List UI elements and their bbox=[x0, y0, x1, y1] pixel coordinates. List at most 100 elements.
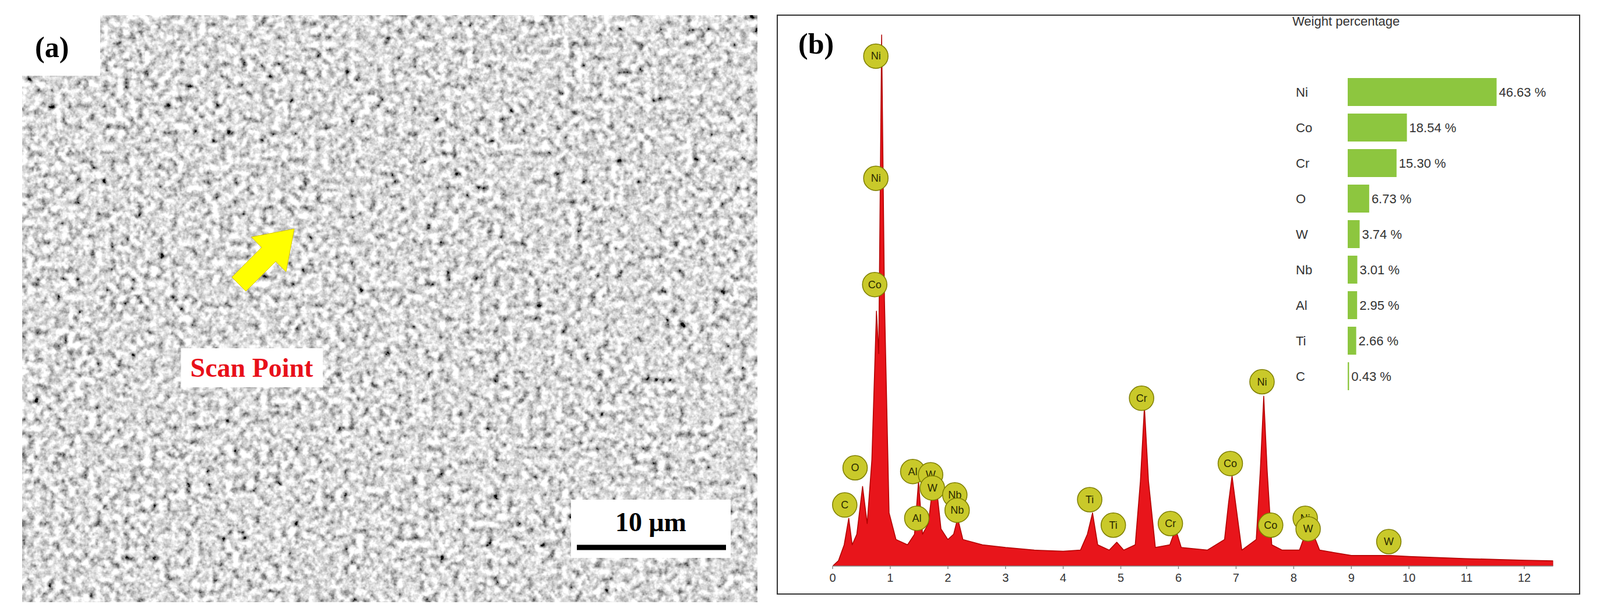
peak-marker bbox=[1295, 516, 1321, 542]
peak-label: Cr bbox=[1164, 517, 1176, 530]
category-label: Ni bbox=[1295, 85, 1309, 100]
panel-frame bbox=[777, 15, 1580, 595]
panel-label: (b) bbox=[798, 27, 834, 61]
peak-label: Nb bbox=[950, 504, 964, 517]
category-label: O bbox=[1295, 191, 1306, 207]
x-axis bbox=[832, 565, 1553, 567]
x-tick-label: 5 bbox=[1117, 571, 1124, 585]
scale-bar-label: 10 μm bbox=[615, 507, 687, 538]
panel-label-box bbox=[22, 15, 101, 76]
data-label: 2.95 % bbox=[1359, 298, 1400, 313]
category-label: Ti bbox=[1295, 333, 1307, 349]
bar bbox=[1347, 326, 1357, 355]
data-label: 15.30 % bbox=[1398, 156, 1447, 171]
bars bbox=[1347, 78, 1497, 391]
peak-marker bbox=[863, 43, 888, 69]
category-label: W bbox=[1295, 227, 1309, 242]
peak-marker bbox=[862, 272, 887, 298]
x-tick-label: 4 bbox=[1059, 571, 1067, 585]
peak-marker bbox=[1249, 369, 1275, 395]
data-label: 3.74 % bbox=[1361, 227, 1402, 242]
data-label: 3.01 % bbox=[1359, 262, 1400, 278]
annotation: Scan Point bbox=[190, 353, 315, 383]
bar bbox=[1347, 291, 1358, 320]
peak-label: Co bbox=[868, 279, 882, 291]
peak-labels: NiNiCoOCAlWWAlNbNbTiTiCrCrCoCoNiNiWW bbox=[832, 43, 1402, 555]
spectrum-area bbox=[832, 34, 1553, 567]
x-tick bbox=[1523, 566, 1525, 570]
x-tick-label: 2 bbox=[944, 571, 951, 585]
x-tick bbox=[1351, 566, 1353, 570]
peak-marker bbox=[863, 166, 888, 191]
peak-label: W bbox=[927, 482, 938, 495]
bar bbox=[1347, 362, 1349, 391]
sem-image bbox=[22, 15, 758, 603]
bar bbox=[1347, 255, 1358, 284]
x-tick bbox=[1465, 566, 1468, 570]
data-label: 0.43 % bbox=[1351, 369, 1392, 384]
peak-label: C bbox=[840, 499, 849, 511]
x-tick-label: 0 bbox=[829, 571, 836, 585]
peak-label: Ti bbox=[1109, 519, 1118, 532]
x-tick-label: 6 bbox=[1175, 571, 1182, 585]
bar bbox=[1347, 78, 1497, 107]
x-tick bbox=[947, 566, 949, 570]
arrow bbox=[231, 228, 295, 292]
x-tick-label: 3 bbox=[1002, 571, 1009, 585]
bar bbox=[1347, 149, 1397, 178]
peak-label: Al bbox=[907, 466, 918, 478]
category-label: C bbox=[1295, 369, 1306, 384]
data-label: 46.63 % bbox=[1499, 85, 1547, 100]
peak-marker bbox=[1158, 511, 1183, 537]
x-tick bbox=[1120, 566, 1122, 570]
x-tick-label: 7 bbox=[1232, 571, 1240, 585]
panel-label: (a) bbox=[34, 30, 69, 64]
chart-title: Weight percentage bbox=[1292, 13, 1400, 29]
peak-marker bbox=[1101, 513, 1126, 538]
bar bbox=[1347, 220, 1360, 249]
data-label: 6.73 % bbox=[1371, 191, 1412, 207]
category-label: Cr bbox=[1295, 156, 1310, 171]
bar bbox=[1347, 184, 1370, 213]
weight-chart: Weight percentage Ni 46.63 % Co 18.54 % Cr 15.… bbox=[1292, 13, 1546, 391]
peak-marker bbox=[1376, 529, 1402, 555]
peak-label: W bbox=[1303, 523, 1314, 535]
x-tick bbox=[832, 566, 834, 570]
peak-label: Cr bbox=[1136, 392, 1148, 405]
x-tick-label: 11 bbox=[1460, 571, 1473, 585]
peak-label: Ni bbox=[871, 50, 881, 62]
peak-marker bbox=[1077, 487, 1102, 513]
spectrum-plot bbox=[832, 34, 1553, 567]
peak-marker bbox=[832, 492, 858, 518]
peak-marker bbox=[843, 455, 868, 481]
x-tick-label: 10 bbox=[1402, 571, 1416, 585]
x-tick bbox=[1005, 566, 1007, 570]
peak-marker bbox=[1129, 386, 1154, 411]
scale-bar bbox=[576, 545, 727, 551]
category-label: Co bbox=[1295, 120, 1313, 136]
figure: (a)Scan Point10 μm(b)0123456789101112NiN… bbox=[0, 0, 1600, 608]
category-label: Al bbox=[1295, 298, 1308, 313]
peak-marker bbox=[904, 506, 929, 531]
x-tick bbox=[1408, 566, 1410, 570]
x-tick bbox=[1178, 566, 1180, 570]
peak-marker bbox=[920, 476, 945, 501]
panel-b: (b)0123456789101112NiNiCoOCAlWWAlNbNbTiT… bbox=[777, 13, 1580, 595]
peak-label: Ni bbox=[871, 172, 881, 185]
sem-background bbox=[22, 15, 758, 603]
x-tick-label: 9 bbox=[1348, 571, 1355, 585]
peak-label: Co bbox=[1263, 519, 1278, 532]
peak-marker bbox=[1258, 513, 1284, 538]
peak-label: Al bbox=[911, 512, 922, 525]
data-label: 18.54 % bbox=[1409, 120, 1457, 136]
peak-label: Ni bbox=[1256, 376, 1267, 389]
peak-label: Ti bbox=[1085, 494, 1094, 506]
x-tick bbox=[1293, 566, 1295, 570]
peak-label: O bbox=[851, 462, 860, 474]
bar bbox=[1347, 113, 1408, 142]
peak-label: W bbox=[1383, 536, 1394, 548]
peak-label: Co bbox=[1223, 457, 1237, 470]
x-tick bbox=[889, 566, 891, 570]
scale-bar-box bbox=[571, 499, 731, 559]
peak-marker bbox=[945, 498, 970, 523]
